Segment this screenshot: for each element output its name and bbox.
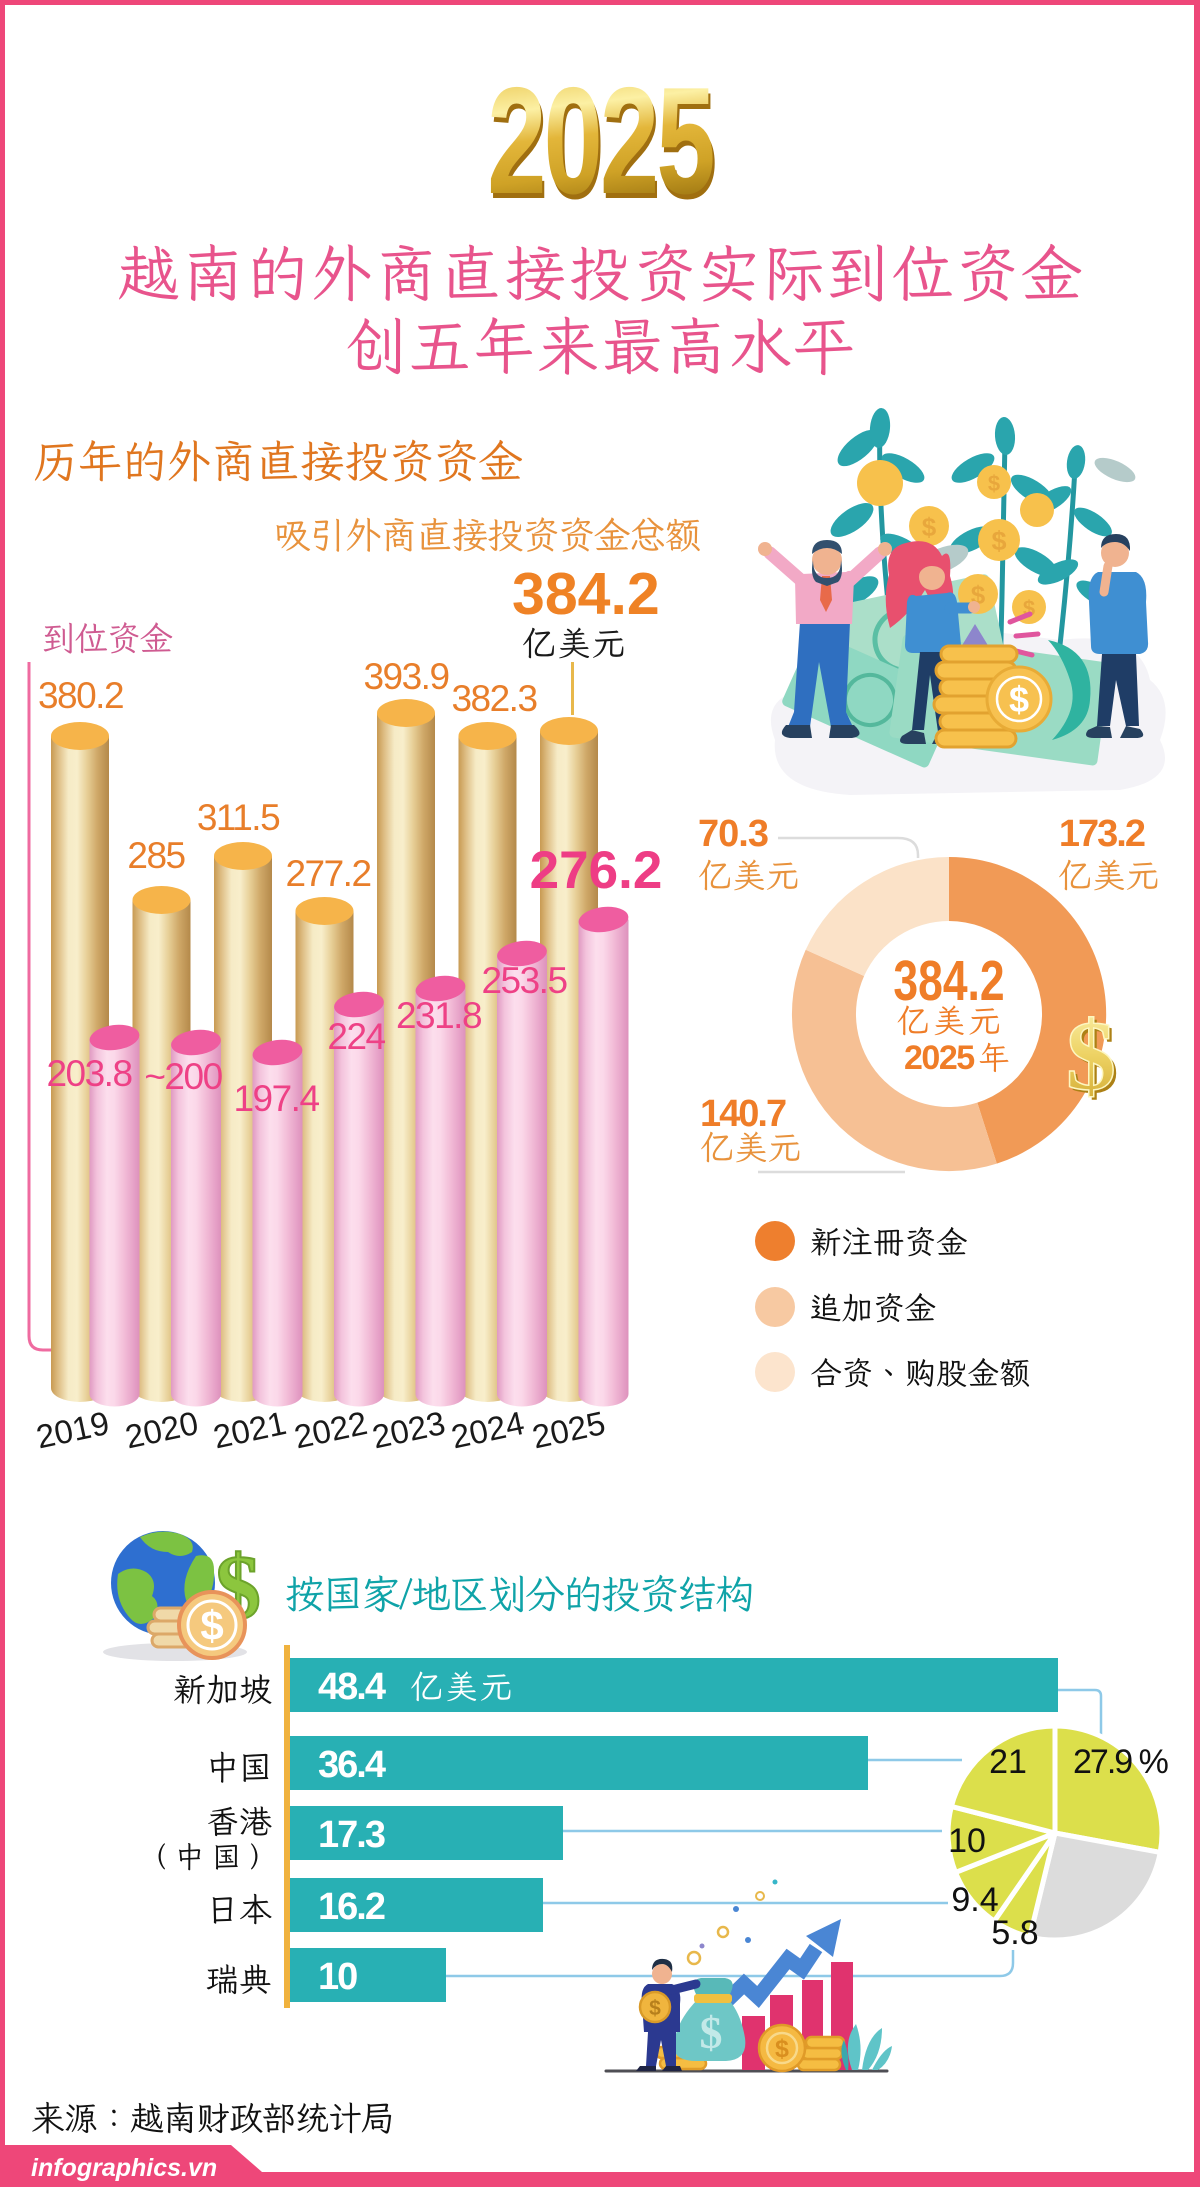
svg-text:$: $ bbox=[991, 526, 1006, 556]
svg-text:384.2: 384.2 bbox=[512, 561, 660, 627]
svg-text:140.7: 140.7 bbox=[700, 1093, 786, 1135]
svg-text:infographics.vn: infographics.vn bbox=[31, 2154, 217, 2182]
svg-text:$: $ bbox=[1009, 679, 1029, 720]
svg-text:16.2: 16.2 bbox=[318, 1886, 385, 1928]
svg-text:276.2: 276.2 bbox=[530, 841, 663, 900]
svg-text:173.2: 173.2 bbox=[1059, 813, 1145, 855]
svg-text:384.2: 384.2 bbox=[893, 949, 1004, 1013]
svg-text:2025: 2025 bbox=[489, 60, 715, 230]
svg-text:$: $ bbox=[200, 1602, 223, 1649]
svg-text:$: $ bbox=[775, 2035, 789, 2063]
svg-text:253.5: 253.5 bbox=[481, 960, 567, 1001]
svg-text:2025: 2025 bbox=[904, 1039, 974, 1077]
svg-text:393.9: 393.9 bbox=[363, 656, 448, 697]
svg-text:277.2: 277.2 bbox=[285, 853, 370, 894]
svg-text:17.3: 17.3 bbox=[318, 1814, 385, 1856]
svg-text:$: $ bbox=[649, 1997, 661, 2020]
svg-text:2025: 2025 bbox=[487, 55, 713, 225]
svg-text:36.4: 36.4 bbox=[318, 1744, 386, 1786]
svg-text:$: $ bbox=[1066, 1000, 1116, 1111]
svg-text:231.8: 231.8 bbox=[396, 995, 481, 1036]
svg-text:$: $ bbox=[1069, 1003, 1119, 1114]
svg-text:380.2: 380.2 bbox=[38, 675, 123, 716]
svg-text:$: $ bbox=[988, 471, 1000, 496]
svg-text:48.4: 48.4 bbox=[318, 1666, 386, 1708]
svg-text:21: 21 bbox=[989, 1743, 1027, 1781]
svg-text:$: $ bbox=[922, 512, 937, 542]
svg-text:224: 224 bbox=[327, 1016, 385, 1057]
svg-text:$: $ bbox=[700, 2007, 723, 2058]
svg-text:285: 285 bbox=[127, 835, 185, 876]
svg-text:70.3: 70.3 bbox=[698, 813, 768, 855]
svg-text:10: 10 bbox=[318, 1956, 357, 1998]
svg-text:382.3: 382.3 bbox=[451, 678, 536, 719]
svg-text:5.8: 5.8 bbox=[991, 1914, 1038, 1952]
svg-text:197.4: 197.4 bbox=[233, 1078, 319, 1119]
svg-text:27.9 %: 27.9 % bbox=[1073, 1743, 1169, 1781]
svg-text:9.4: 9.4 bbox=[951, 1881, 998, 1919]
svg-text:311.5: 311.5 bbox=[197, 797, 280, 838]
svg-text:~200: ~200 bbox=[144, 1056, 222, 1097]
svg-text:10: 10 bbox=[948, 1822, 986, 1860]
svg-text:203.8: 203.8 bbox=[46, 1053, 131, 1094]
